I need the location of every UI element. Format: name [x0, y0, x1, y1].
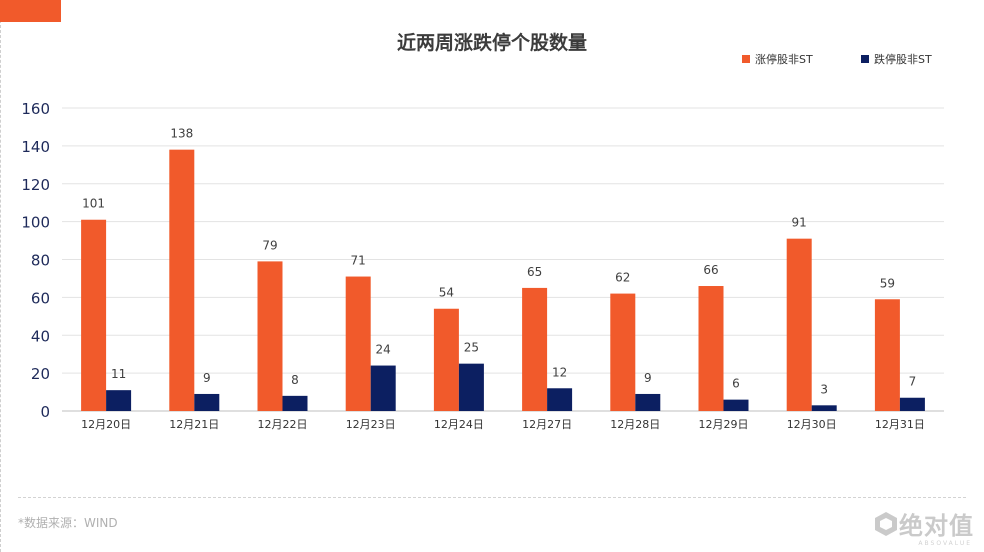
y-tick-label: 140: [21, 138, 50, 156]
data-source-note: *数据来源：WIND: [18, 516, 118, 530]
data-label-down: 7: [909, 375, 917, 389]
bar-up: [345, 276, 371, 411]
bar-up: [698, 286, 724, 411]
bar-up: [257, 261, 283, 411]
data-label-down: 6: [732, 377, 740, 391]
legend-item-up: 涨停股非ST: [742, 51, 813, 67]
legend-label-up: 涨停股非ST: [755, 53, 813, 66]
legend-label-down: 跌停股非ST: [874, 53, 932, 66]
data-label-down: 12: [552, 365, 567, 379]
data-label-up: 62: [615, 271, 630, 285]
bar-up: [786, 238, 812, 411]
x-tick-label: 12月29日: [699, 418, 749, 431]
data-label-down: 25: [464, 341, 479, 355]
watermark-subtext: ABSOVALUE: [918, 540, 972, 547]
data-label-down: 8: [291, 373, 299, 387]
left-border: [0, 20, 1, 552]
bar-down: [635, 393, 661, 411]
bar-down: [194, 393, 220, 411]
data-label-up: 65: [527, 265, 542, 279]
x-tick-label: 12月21日: [169, 418, 219, 431]
data-label-up: 54: [439, 286, 454, 300]
corner-accent-bar: [0, 0, 61, 22]
data-label-up: 59: [880, 276, 895, 290]
data-label-up: 71: [351, 254, 366, 268]
data-label-up: 66: [703, 263, 718, 277]
bar-down: [811, 405, 837, 411]
bar-down: [547, 388, 573, 411]
bar-down: [458, 363, 484, 411]
data-label-down: 3: [820, 382, 828, 396]
data-label-up: 138: [170, 127, 193, 141]
y-tick-label: 40: [31, 327, 50, 345]
y-tick-label: 60: [31, 289, 50, 307]
footer-divider: [18, 497, 966, 498]
bar-down: [370, 365, 396, 411]
legend-item-down: 跌停股非ST: [861, 51, 932, 67]
y-tick-label: 20: [31, 365, 50, 383]
watermark-text: 绝对值: [899, 512, 974, 540]
y-tick-label: 80: [31, 252, 50, 270]
x-tick-label: 12月27日: [522, 418, 572, 431]
data-label-up: 91: [792, 216, 807, 230]
y-tick-label: 100: [21, 214, 50, 232]
x-tick-label: 12月28日: [610, 418, 660, 431]
x-tick-label: 12月31日: [875, 418, 925, 431]
logo-icon: [875, 511, 897, 536]
y-tick-label: 120: [21, 176, 50, 194]
bar-up: [874, 299, 900, 411]
bar-up: [610, 293, 636, 411]
bar-up: [522, 287, 548, 411]
data-label-down: 9: [644, 371, 652, 385]
chart-title: 近两周涨跌停个股数量: [396, 32, 587, 54]
x-tick-label: 12月30日: [787, 418, 837, 431]
legend-swatch-down: [861, 55, 869, 63]
x-tick-label: 12月23日: [346, 418, 396, 431]
bar-down: [282, 395, 308, 411]
data-label-down: 9: [203, 371, 211, 385]
y-tick-label: 160: [21, 100, 50, 118]
bar-up: [81, 219, 107, 411]
bar-up: [433, 308, 459, 411]
bar-down: [106, 390, 132, 411]
y-tick-label: 0: [40, 403, 50, 421]
x-tick-label: 12月22日: [258, 418, 308, 431]
bar-down: [899, 397, 925, 411]
legend-swatch-up: [742, 55, 750, 63]
data-label-down: 24: [376, 343, 391, 357]
data-label-up: 101: [82, 197, 105, 211]
x-tick-label: 12月20日: [81, 418, 131, 431]
watermark-logo: 绝对值 ABSOVALUE: [873, 506, 974, 547]
bar-down: [723, 399, 749, 411]
bar-up: [169, 149, 195, 411]
data-label-down: 11: [111, 367, 126, 381]
data-label-up: 79: [262, 238, 277, 252]
x-tick-label: 12月24日: [434, 418, 484, 431]
